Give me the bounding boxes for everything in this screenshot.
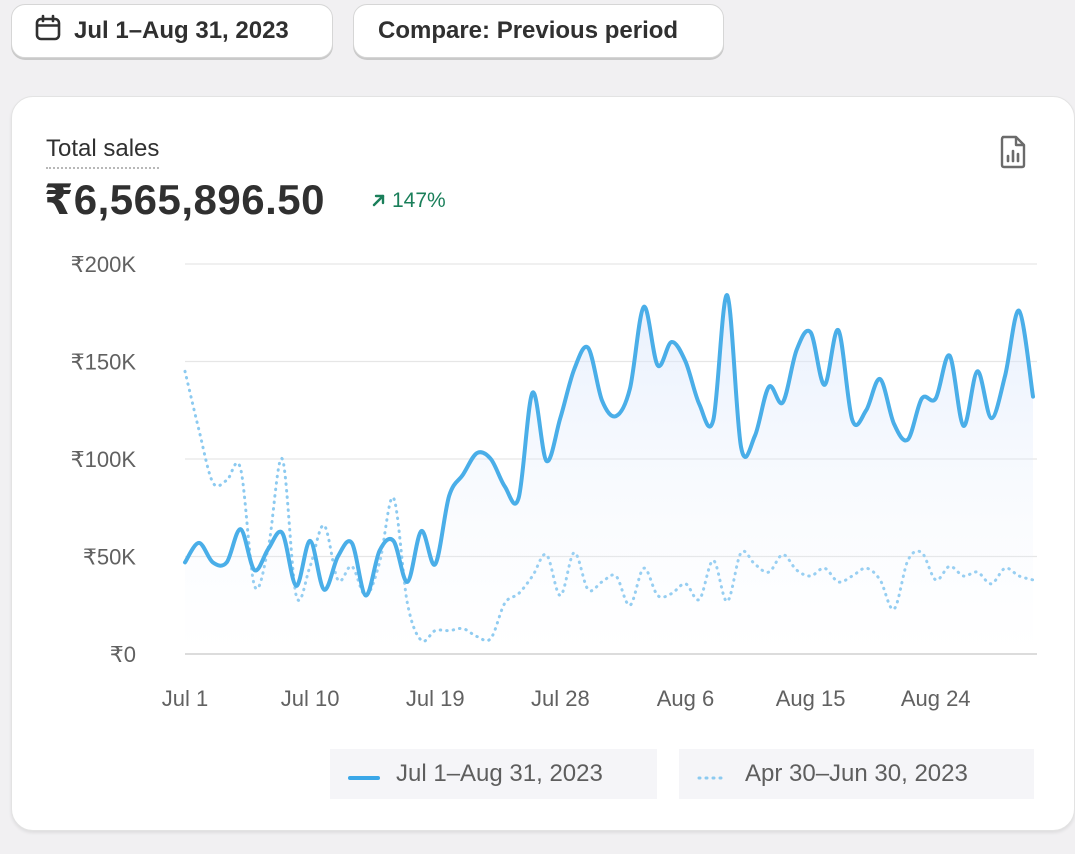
legend-swatch-solid <box>348 760 380 788</box>
compare-label: Compare: Previous period <box>378 17 679 44</box>
y-tick-label: ₹100K <box>71 447 137 472</box>
x-tick-label: Aug 6 <box>657 686 715 711</box>
x-tick-label: Jul 1 <box>162 686 208 711</box>
legend-swatch-dotted <box>697 760 729 788</box>
x-tick-label: Jul 28 <box>531 686 590 711</box>
y-tick-label: ₹0 <box>110 642 136 667</box>
total-sales-card: Total sales ₹6,565,896.50 147% ₹200K ₹150 <box>11 96 1075 831</box>
calendar-icon <box>34 14 62 49</box>
y-tick-label: ₹50K <box>83 545 136 570</box>
y-tick-label: ₹150K <box>71 350 137 375</box>
legend-item-current[interactable]: Jul 1–Aug 31, 2023 <box>330 749 657 799</box>
sales-line-chart: ₹200K ₹150K ₹100K ₹50K ₹0 Jul 1 Jul 10 Jul 19 J… <box>71 252 1037 711</box>
y-tick-label: ₹200K <box>71 252 137 277</box>
legend-label-previous: Apr 30–Jun 30, 2023 <box>745 760 968 787</box>
x-tick-label: Jul 10 <box>281 686 340 711</box>
arrow-up-right-icon <box>372 189 386 213</box>
metric-change-badge: 147% <box>372 189 446 213</box>
metric-change-value: 147% <box>392 189 446 212</box>
x-tick-label: Aug 24 <box>901 686 971 711</box>
series-line-current <box>183 293 1035 598</box>
date-range-label: Jul 1–Aug 31, 2023 <box>74 17 289 44</box>
x-tick-label: Aug 15 <box>776 686 846 711</box>
date-range-button[interactable]: Jul 1–Aug 31, 2023 <box>11 4 333 58</box>
legend-item-previous[interactable]: Apr 30–Jun 30, 2023 <box>679 749 1034 799</box>
compare-period-button[interactable]: Compare: Previous period <box>353 4 724 58</box>
metric-title[interactable]: Total sales <box>46 135 160 169</box>
report-document-icon[interactable] <box>999 135 1027 174</box>
series-area-current <box>185 295 1033 654</box>
x-tick-label: Jul 19 <box>406 686 465 711</box>
legend-label-current: Jul 1–Aug 31, 2023 <box>396 760 603 787</box>
metric-value: ₹6,565,896.50 <box>44 176 325 223</box>
